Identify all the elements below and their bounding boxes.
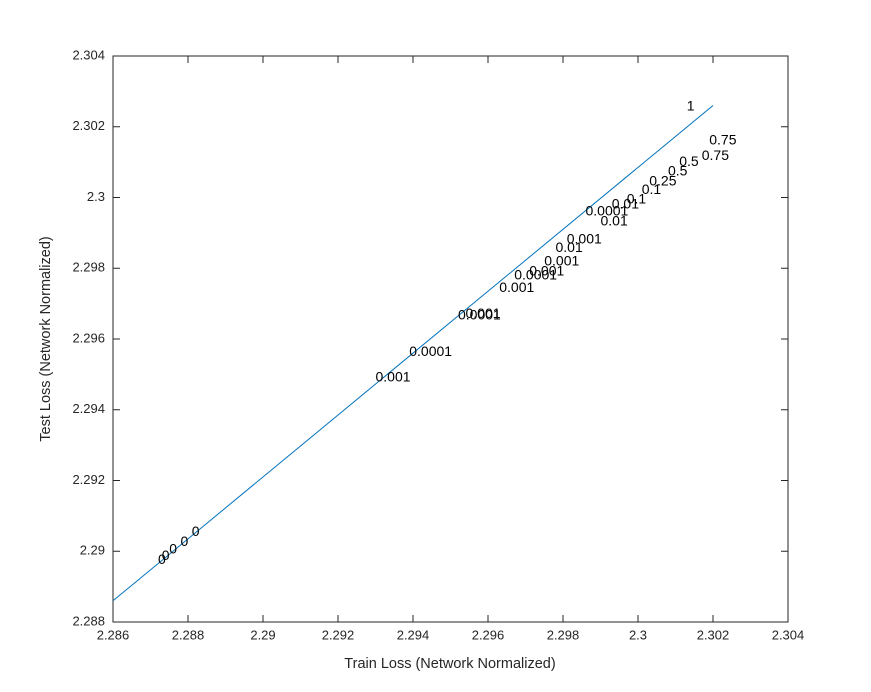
point-label: 0.0001 [514, 267, 557, 283]
point-label: 0.001 [544, 253, 579, 269]
y-tick-label: 2.288 [72, 613, 105, 628]
x-tick-label: 2.294 [397, 627, 430, 642]
x-tick-label: 2.292 [322, 627, 355, 642]
point-label: 0.1 [642, 181, 662, 197]
point-label: 0.1 [627, 191, 647, 207]
point-label: 0.75 [702, 147, 729, 163]
y-tick-label: 2.298 [72, 260, 105, 275]
point-label: 0.001 [466, 305, 501, 321]
point-label: 0.25 [649, 173, 676, 189]
y-tick-label: 2.294 [72, 401, 105, 416]
point-label: 0.5 [679, 153, 699, 169]
point-label: 0.0001 [586, 203, 629, 219]
x-tick-label: 2.298 [547, 627, 580, 642]
x-axis-label: Train Loss (Network Normalized) [344, 656, 555, 672]
y-tick-label: 2.3 [87, 189, 105, 204]
point-label: 0 [192, 523, 200, 539]
point-label: 0 [158, 551, 166, 567]
fit-line [112, 105, 714, 602]
x-tick-label: 2.286 [97, 627, 130, 642]
point-label: 0 [162, 547, 170, 563]
y-tick-label: 2.292 [72, 472, 105, 487]
point-label: 0.001 [567, 231, 602, 247]
y-tick-label: 2.29 [80, 543, 105, 558]
point-label: 0.001 [499, 279, 534, 295]
point-label: 0 [181, 533, 189, 549]
point-label: 0.0001 [409, 343, 452, 359]
x-tick-label: 2.302 [697, 627, 730, 642]
point-label: 0.01 [556, 239, 583, 255]
point-label: 0.01 [612, 196, 639, 212]
point-label: 0.01 [601, 213, 628, 229]
y-tick-label: 2.302 [72, 118, 105, 133]
x-tick-label: 2.296 [472, 627, 505, 642]
x-tick-label: 2.29 [250, 627, 275, 642]
point-label: 0.5 [668, 163, 688, 179]
y-tick-label: 2.304 [72, 47, 105, 62]
point-label: 0 [169, 541, 177, 557]
point-label: 1 [687, 98, 695, 114]
point-label: 0.0001 [458, 307, 501, 323]
y-axis-label: Test Loss (Network Normalized) [38, 236, 54, 441]
x-tick-label: 2.3 [629, 627, 647, 642]
y-tick-label: 2.296 [72, 330, 105, 345]
point-label: 0.001 [529, 262, 564, 278]
x-tick-label: 2.304 [772, 627, 805, 642]
point-label: 0.75 [709, 132, 736, 148]
x-tick-label: 2.288 [172, 627, 205, 642]
point-label: 0.001 [376, 369, 411, 385]
